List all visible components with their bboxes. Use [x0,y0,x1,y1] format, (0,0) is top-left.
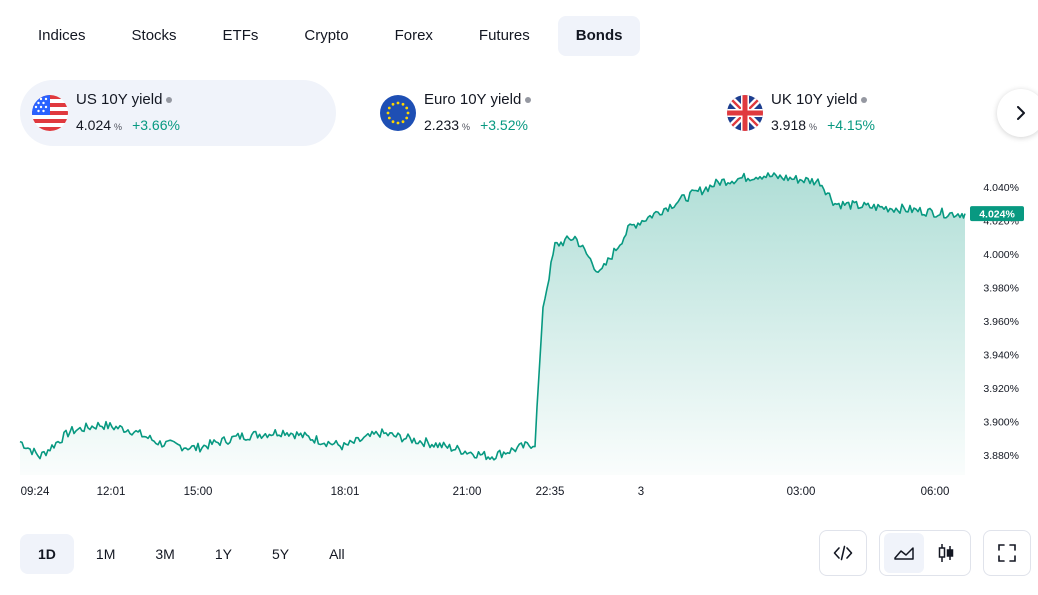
y-tick-label: 4.000% [983,249,1019,261]
tab-bonds[interactable]: Bonds [557,16,641,56]
quote-price-line: 3.918% +4.15% [771,117,875,133]
us-flag-icon [32,95,68,131]
quote-change: +3.52% [480,117,528,133]
tab-indices[interactable]: Indices [38,27,86,44]
last-value-badge [970,206,1024,222]
area-chart-button[interactable] [884,533,924,573]
x-axis: 09:24 12:01 15:00 18:01 21:00 22:35 3 03:00 06:0… [21,486,950,498]
quote-unit: % [462,122,471,132]
quote-price-line: 4.024% +3.66% [76,117,180,133]
x-tick-label: 22:35 [536,486,565,498]
chevron-right-icon [1017,106,1025,120]
range-1y-button[interactable]: 1Y [214,546,232,562]
embed-code-button[interactable] [819,530,867,576]
y-tick-label: 3.900% [983,416,1019,428]
quote-card-uk-10y[interactable]: UK 10Y yield 3.918% +4.15% [715,80,1005,146]
last-value-text: 4.024% [979,208,1015,220]
range-1d-button[interactable]: 1D [20,534,74,574]
chart-area-fill [20,173,965,475]
x-tick-label: 06:00 [921,486,950,498]
x-tick-label: 03:00 [787,486,816,498]
y-tick-label: 3.940% [983,349,1019,361]
area-chart-icon [894,547,914,560]
tab-forex[interactable]: Forex [394,27,433,44]
chart-series-line [19,172,966,461]
quote-price: 3.918 [771,117,807,133]
x-tick-label: 18:01 [331,486,360,498]
status-dot-icon [166,97,173,104]
last-value-label: 4.024% [970,206,1024,222]
y-tick-label: 4.040% [983,182,1019,194]
eu-flag-icon [380,95,416,131]
quote-change: +3.66% [132,117,180,133]
range-all-button[interactable]: All [329,546,345,562]
quote-price: 2.233 [424,117,460,133]
quote-price: 4.024 [76,117,112,133]
quote-name: UK 10Y yield [771,91,868,108]
quote-name: Euro 10Y yield [424,91,532,108]
tab-stocks[interactable]: Stocks [131,27,177,44]
y-tick-label: 3.880% [983,450,1019,462]
chart-style-toggle [879,530,971,576]
status-dot-icon [861,97,868,104]
uk-flag-icon [727,95,763,131]
quote-change: +4.15% [827,117,875,133]
candles-chart-button[interactable] [926,533,966,573]
quote-card-us-10y[interactable]: US 10Y yield 4.024% +3.66% [20,80,336,146]
quote-price-line: 2.233% +3.52% [424,117,528,133]
x-tick-label: 21:00 [453,486,482,498]
status-dot-icon [525,97,532,104]
x-tick-label: 12:01 [97,486,126,498]
range-3m-button[interactable]: 3M [155,546,175,562]
yield-chart[interactable]: 4.040%4.020%4.000%3.980%3.960%3.940%3.92… [0,160,1038,505]
candlestick-icon [938,544,954,562]
y-tick-label: 3.960% [983,316,1019,328]
tab-etfs[interactable]: ETFs [222,27,259,44]
x-tick-label: 3 [638,486,644,498]
x-tick-label: 15:00 [184,486,213,498]
tab-crypto[interactable]: Crypto [304,27,349,44]
fullscreen-icon [998,544,1016,562]
quote-unit: % [114,122,123,132]
x-tick-label: 09:24 [21,486,50,498]
range-5y-button[interactable]: 5Y [271,546,290,562]
fullscreen-button[interactable] [983,530,1031,576]
y-tick-label: 3.920% [983,383,1019,395]
code-icon [833,545,853,561]
quote-card-euro-10y[interactable]: Euro 10Y yield 2.233% +3.52% [368,80,668,146]
range-1m-button[interactable]: 1M [95,546,116,562]
market-tabs: Indices Stocks ETFs Crypto Forex Futures… [20,16,650,56]
next-cards-button[interactable] [997,89,1038,137]
quote-name: US 10Y yield [76,91,173,108]
y-axis: 4.040%4.020%4.000%3.980%3.960%3.940%3.92… [983,182,1019,462]
quote-cards: US 10Y yield 4.024% +3.66% Euro 10Y yield… [20,80,1038,146]
y-tick-label: 3.980% [983,282,1019,294]
range-selector: 1D 1M 3M 1Y 5Y All [20,534,367,574]
quote-unit: % [809,122,818,132]
tab-futures[interactable]: Futures [478,27,530,44]
